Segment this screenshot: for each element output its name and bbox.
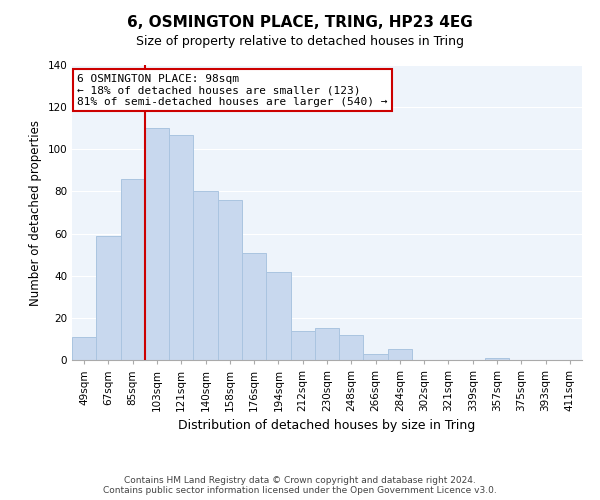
- Bar: [121, 179, 145, 360]
- Bar: [169, 134, 193, 360]
- Text: 6 OSMINGTON PLACE: 98sqm
← 18% of detached houses are smaller (123)
81% of semi-: 6 OSMINGTON PLACE: 98sqm ← 18% of detach…: [77, 74, 388, 107]
- Bar: [266, 272, 290, 360]
- Bar: [339, 334, 364, 360]
- Bar: [242, 252, 266, 360]
- Bar: [485, 358, 509, 360]
- Text: Contains HM Land Registry data © Crown copyright and database right 2024.
Contai: Contains HM Land Registry data © Crown c…: [103, 476, 497, 495]
- Bar: [72, 337, 96, 360]
- Y-axis label: Number of detached properties: Number of detached properties: [29, 120, 42, 306]
- Text: Size of property relative to detached houses in Tring: Size of property relative to detached ho…: [136, 35, 464, 48]
- Bar: [193, 192, 218, 360]
- Bar: [364, 354, 388, 360]
- Bar: [388, 350, 412, 360]
- Bar: [96, 236, 121, 360]
- X-axis label: Distribution of detached houses by size in Tring: Distribution of detached houses by size …: [178, 420, 476, 432]
- Text: 6, OSMINGTON PLACE, TRING, HP23 4EG: 6, OSMINGTON PLACE, TRING, HP23 4EG: [127, 15, 473, 30]
- Bar: [315, 328, 339, 360]
- Bar: [218, 200, 242, 360]
- Bar: [290, 330, 315, 360]
- Bar: [145, 128, 169, 360]
